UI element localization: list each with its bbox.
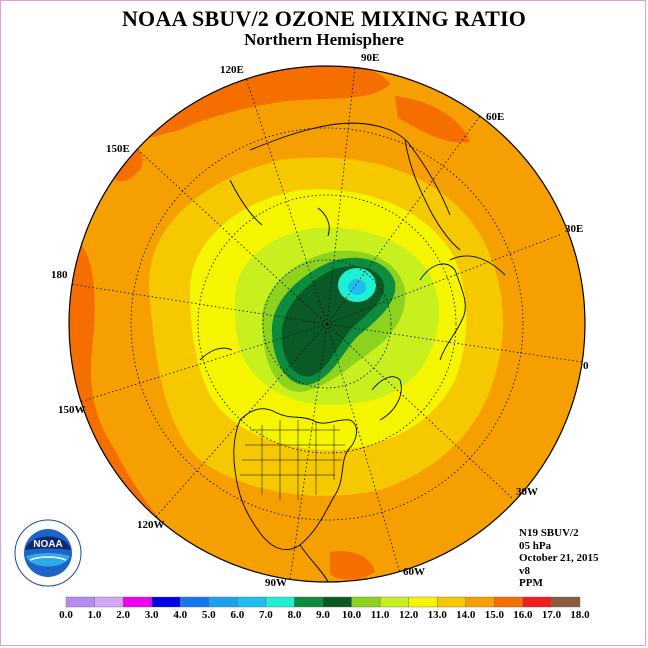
colorbar-tick-label: 0.0 <box>59 609 73 621</box>
colorbar-tick-label: 9.0 <box>316 609 330 621</box>
pressure-level-label: 05 hPa <box>519 539 552 552</box>
colorbar-tick-label: 13.0 <box>427 609 447 621</box>
lon-label-120e: 120E <box>220 64 244 76</box>
colorbar-tick-label: 2.0 <box>116 609 130 621</box>
map-title: NOAA SBUV/2 OZONE MIXING RATIO <box>121 6 527 31</box>
colorbar-tick-label: 3.0 <box>144 609 159 621</box>
instrument-label: N19 SBUV/2 <box>519 527 579 539</box>
colorbar-tick-label: 15.0 <box>484 609 504 621</box>
colorbar-tick-label: 11.0 <box>370 609 390 621</box>
coastlines <box>199 122 506 582</box>
map-subtitle: Northern Hemisphere <box>244 30 404 49</box>
colorbar-tick-label: 14.0 <box>456 609 476 621</box>
lon-label-30e: 30E <box>565 223 584 235</box>
lon-label-60e: 60E <box>486 111 505 123</box>
colorbar-tick-label: 4.0 <box>173 609 188 621</box>
lon-label-60w: 60W <box>403 566 425 578</box>
colorbar-tick-label: 5.0 <box>201 609 216 621</box>
date-label: October 21, 2015 <box>519 552 599 564</box>
us-state-borders <box>240 420 345 500</box>
colorbar-tick-label: 17.0 <box>541 609 562 621</box>
colorbar-tick-label: 12.0 <box>399 609 419 621</box>
lon-label-30w: 30W <box>516 486 538 498</box>
lon-label-120w: 120W <box>137 519 165 531</box>
colorbar-tick-label: 7.0 <box>259 609 273 621</box>
colorbar-tick-label: 6.0 <box>230 609 245 621</box>
info-block: N19 SBUV/2 05 hPa October 21, 2015 v8 PP… <box>519 527 599 590</box>
lon-label-150e: 150E <box>106 143 130 155</box>
noaa-logo: NOAA <box>14 519 82 587</box>
lon-label-150w: 150W <box>58 404 86 416</box>
map-boundary <box>68 65 586 583</box>
version-label: v8 <box>519 564 530 577</box>
lon-label-90w: 90W <box>265 577 287 589</box>
colorbar-tick-label: 16.0 <box>513 609 533 621</box>
graticule <box>69 65 583 581</box>
colorbar-tick-label: 18.0 <box>570 609 590 621</box>
noaa-logo-text: NOAA <box>33 539 62 550</box>
lon-label-180: 180 <box>51 269 68 281</box>
colorbar-tick-label: 1.0 <box>87 609 102 621</box>
colorbar-tick-label: 10.0 <box>341 609 362 621</box>
colorbar-tick-label: 8.0 <box>287 609 302 621</box>
units-label: PPM <box>519 577 543 589</box>
lon-label-0: 0 <box>583 360 589 372</box>
lon-label-90e: 90E <box>361 52 380 64</box>
